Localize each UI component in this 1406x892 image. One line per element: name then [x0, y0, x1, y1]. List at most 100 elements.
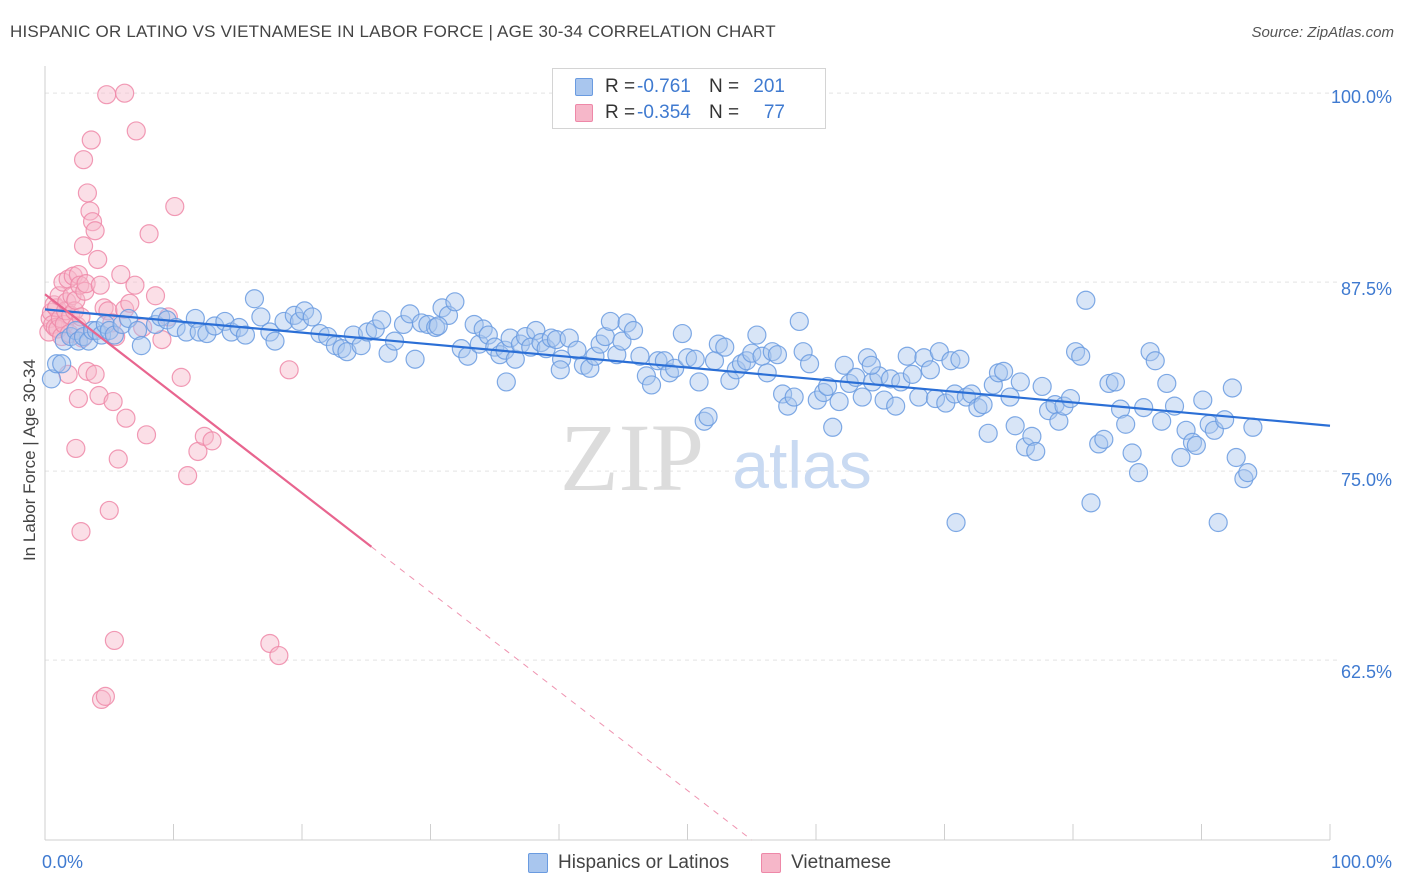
watermark: ZIP atlas	[560, 404, 872, 511]
chart-title: HISPANIC OR LATINO VS VIETNAMESE IN LABO…	[10, 22, 776, 41]
hispanic-point	[874, 390, 894, 410]
hispanic-point	[127, 320, 148, 341]
hispanic-point	[1140, 342, 1160, 362]
hispanic-point	[260, 322, 280, 342]
vietnamese-swatch	[575, 104, 593, 122]
axes	[44, 66, 1331, 841]
hispanic-point	[559, 328, 579, 348]
vietnamese-point	[116, 408, 136, 428]
hispanic-point	[994, 361, 1014, 381]
hispanic-point	[332, 339, 352, 359]
hispanic-point	[946, 512, 966, 533]
x-tick-label-min: 0.0%	[42, 852, 84, 872]
hispanic-point	[1122, 443, 1142, 463]
hispanic-point	[1226, 447, 1246, 468]
y-tick-label: 62.5%	[1340, 662, 1392, 682]
hispanic-point	[685, 349, 705, 369]
vietnamese-point	[171, 367, 191, 387]
hispanic-point	[829, 391, 849, 412]
hispanic-point	[1022, 426, 1042, 446]
hispanic-point	[861, 355, 881, 375]
hispanic-point	[343, 325, 363, 345]
hispanic-point	[600, 311, 621, 332]
vietnamese-points	[39, 83, 299, 710]
r-value: -0.354	[637, 102, 691, 123]
hispanic-point	[1010, 372, 1030, 392]
hispanic-point	[302, 307, 322, 327]
hispanic-point	[1208, 512, 1228, 533]
hispanic-point	[886, 396, 906, 416]
vietnamese-point	[88, 249, 108, 270]
legend-item-vietnamese[interactable]: Vietnamese	[761, 852, 891, 874]
r-label: R =	[605, 76, 636, 97]
vietnamese-point	[145, 286, 166, 306]
hispanic-point	[52, 354, 72, 374]
hispanic-point	[337, 342, 357, 362]
vietnamese-point	[71, 521, 91, 542]
vietnamese-swatch	[761, 853, 782, 873]
vietnamese-point	[73, 150, 94, 170]
hispanic-point	[945, 384, 965, 404]
hispanic-point	[428, 316, 448, 336]
hispanic-point	[799, 354, 820, 374]
hispanic-point	[636, 366, 656, 386]
hispanic-point	[505, 349, 525, 369]
hispanic-point	[950, 349, 970, 369]
hispanic-point	[500, 328, 520, 348]
hispanic-point	[1071, 346, 1091, 366]
hispanic-point	[1243, 417, 1263, 437]
hispanic-point	[698, 407, 718, 427]
hispanic-point	[1076, 290, 1096, 310]
hispanic-swatch	[575, 78, 593, 96]
vietnamese-point	[269, 645, 289, 666]
vietnamese-point	[70, 275, 90, 295]
hispanic-point	[852, 387, 872, 407]
vietnamese-point	[108, 449, 128, 469]
hispanic-point	[531, 333, 551, 353]
stats-row-hispanic: R = -0.761 N = 201	[575, 75, 785, 99]
hispanic-point	[244, 289, 265, 309]
hispanic-point	[789, 311, 809, 332]
hispanic-point	[1222, 378, 1242, 398]
vietnamese-point	[81, 130, 101, 150]
vietnamese-point	[99, 500, 119, 521]
hispanic-point	[665, 358, 685, 378]
hispanic-point	[550, 360, 570, 380]
hispanic-point	[1186, 435, 1206, 456]
x-tick-label-max: 100.0%	[1330, 852, 1392, 872]
hispanic-point	[445, 292, 465, 312]
legend-label: Hispanics or Latinos	[558, 852, 730, 873]
hispanic-point	[265, 331, 285, 351]
vietnamese-point	[53, 272, 73, 292]
vietnamese-point	[85, 364, 105, 384]
hispanic-point	[747, 325, 767, 345]
hispanic-point	[1176, 420, 1196, 440]
vietnamese-point	[95, 686, 115, 706]
hispanic-point	[689, 372, 709, 392]
hispanic-point	[757, 363, 777, 383]
hispanic-point	[983, 375, 1003, 395]
hispanic-point	[1005, 416, 1025, 436]
legend-item-hispanic[interactable]: Hispanics or Latinos	[528, 852, 729, 874]
hispanic-point	[672, 323, 692, 344]
vietnamese-trend-extension	[371, 546, 753, 841]
vietnamese-point	[89, 385, 109, 406]
vietnamese-point	[125, 275, 145, 295]
vietnamese-point	[139, 224, 159, 244]
hispanic-point	[1152, 411, 1172, 431]
vietnamese-point	[178, 466, 198, 486]
hispanic-point	[372, 310, 392, 330]
vietnamese-point	[136, 425, 157, 445]
hispanic-points	[41, 289, 1263, 533]
hispanic-point	[807, 390, 827, 410]
hispanic-point	[772, 384, 793, 404]
vietnamese-point	[120, 293, 140, 313]
hispanic-point	[478, 325, 498, 345]
hispanic-point	[920, 360, 940, 380]
vietnamese-point	[202, 431, 222, 451]
hispanic-point	[46, 354, 67, 374]
hispanic-point	[526, 320, 546, 341]
hispanic-point	[784, 387, 804, 407]
hispanic-point	[1128, 463, 1149, 483]
y-tick-label: 87.5%	[1340, 279, 1392, 299]
